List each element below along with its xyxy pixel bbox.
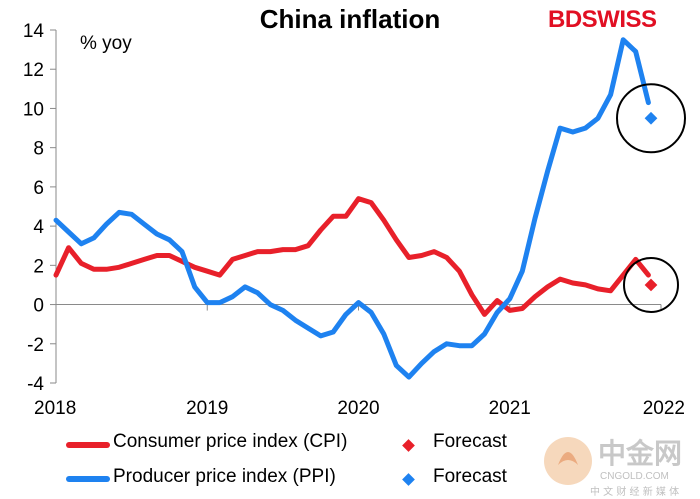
x-tick-label: 2021 — [489, 398, 531, 419]
legend-cpi-forecast-marker — [402, 439, 415, 452]
legend-ppi-forecast-marker — [402, 473, 415, 486]
svg-text:CNGOLD.COM: CNGOLD.COM — [600, 471, 669, 482]
y-tick-label: 14 — [23, 21, 45, 42]
y-unit-label: % yoy — [80, 33, 132, 54]
x-tick-label: 2022 — [643, 398, 685, 419]
brand-logo: BDSWISS — [548, 6, 657, 33]
cpi_forecast-highlight-ring — [623, 256, 679, 313]
x-tick-label: 2019 — [186, 398, 228, 419]
legend-cpi-line — [66, 442, 110, 448]
ppi_forecast-marker — [644, 111, 658, 125]
y-tick-label: 8 — [33, 139, 44, 160]
y-tick-label: -4 — [27, 374, 44, 395]
y-tick-label: 12 — [23, 60, 44, 81]
y-tick-label: 6 — [33, 178, 44, 199]
legend-cpi-forecast-label: Forecast — [433, 431, 507, 452]
legend-ppi-line — [66, 476, 110, 482]
x-tick-label: 2018 — [34, 398, 76, 419]
y-tick-label: 10 — [23, 99, 44, 120]
chart-legend: Consumer price index (CPI) Forecast Prod… — [0, 428, 700, 498]
ppi_forecast-highlight-ring — [616, 83, 686, 154]
legend-ppi-label: Producer price index (PPI) — [113, 466, 336, 487]
y-tick-label: 2 — [33, 256, 44, 277]
legend-ppi-forecast-label: Forecast — [433, 466, 507, 487]
cpi_forecast-marker — [644, 278, 658, 292]
y-tick-label: 0 — [33, 296, 44, 317]
x-tick-label: 2020 — [337, 398, 379, 419]
watermark-logo: 中金网 CNGOLD.COM 中 文 财 经 新 媒 体 — [544, 437, 682, 498]
y-tick-label: 4 — [33, 217, 44, 238]
svg-text:中金网: 中金网 — [598, 437, 682, 470]
y-tick-label: -2 — [27, 335, 44, 356]
chart-title: China inflation — [259, 4, 441, 34]
cpi-series-line — [53, 196, 651, 317]
svg-text:中 文 财 经 新 媒 体: 中 文 财 经 新 媒 体 — [590, 485, 679, 498]
ppi-series-line — [53, 37, 651, 380]
chart-plot: -4 -2 0 2 4 6 8 10 12 14 2018 2019 2020 2021 2022 — [23, 21, 686, 419]
legend-cpi-label: Consumer price index (CPI) — [113, 431, 348, 452]
